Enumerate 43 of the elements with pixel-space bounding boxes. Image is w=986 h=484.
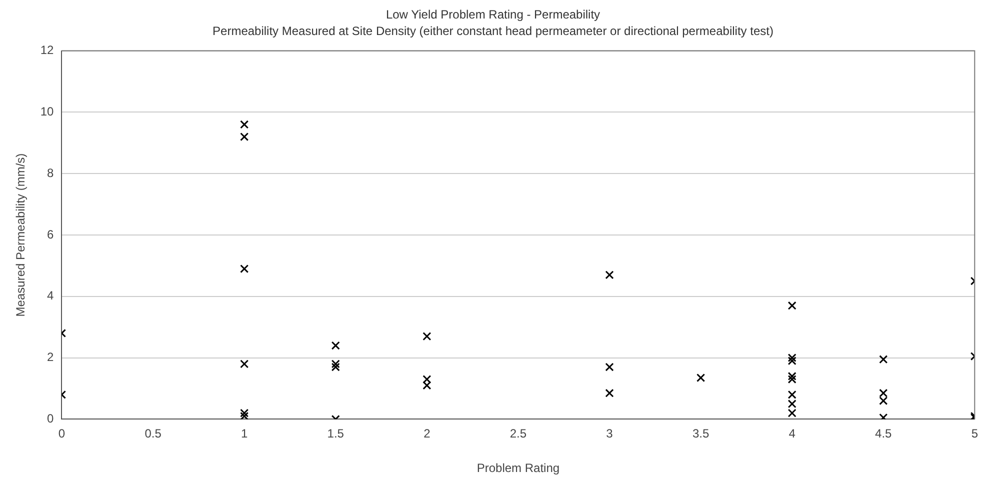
x-tick-label: 1 [240,426,248,441]
y-tick-label: 4 [47,288,54,303]
y-tick-label: 8 [47,166,54,180]
point [696,373,706,382]
point [605,362,614,372]
x-tick-label: 2.5 [510,426,527,441]
x-tick-label: 3.5 [692,426,710,441]
point [788,356,796,366]
point [879,413,888,420]
point [788,354,796,362]
point [788,375,796,384]
x-tick-label: 0.5 [144,426,162,441]
y-axis-title: Measured Permeability (mm/s) [14,153,28,317]
point [240,360,249,368]
x-tick-label: 2 [424,426,431,441]
x-axis-title: Problem Rating [476,461,560,476]
y-tick-label: 0 [47,412,54,426]
chart-title: Low Yield Problem Rating - Permeability [386,8,600,22]
point [879,355,888,364]
x-tick-label: 3 [606,426,614,441]
point [788,301,796,310]
x-tick-label: 1.5 [327,426,344,441]
y-tick-label: 12 [40,43,54,58]
chart-subtitle: Permeability Measured at Site Density (either constant head permeameter or directional permeability test) [212,24,774,38]
x-tick-label: 4 [788,426,796,441]
y-tick-label: 2 [47,350,54,364]
point [240,120,249,129]
point [240,412,249,420]
y-tick-label: 10 [40,104,54,119]
point [240,408,249,418]
x-tick-label: 5 [971,426,978,441]
point [605,270,614,280]
point [331,360,340,368]
point [422,332,432,341]
point [240,264,249,274]
point [240,132,249,142]
point [788,372,796,381]
point [605,388,614,398]
point [331,341,340,350]
x-tick-label: 4.5 [875,426,892,441]
point [331,362,340,372]
x-tick-label: 0 [58,426,66,441]
y-tick-label: 6 [47,227,54,242]
